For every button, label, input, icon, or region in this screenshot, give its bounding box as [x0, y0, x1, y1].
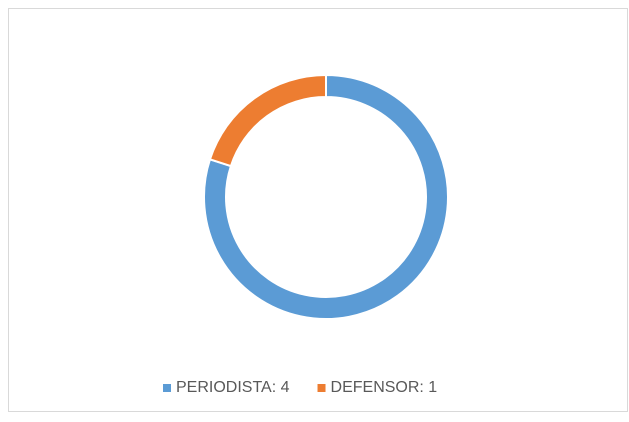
chart-frame	[8, 8, 628, 412]
legend-label: PERIODISTA: 4	[176, 379, 290, 396]
donut-slice	[203, 73, 449, 320]
legend-swatch	[317, 384, 326, 392]
donut-slice	[208, 73, 327, 168]
legend-label: DEFENSOR: 1	[331, 379, 438, 396]
legend-swatch	[163, 384, 171, 392]
